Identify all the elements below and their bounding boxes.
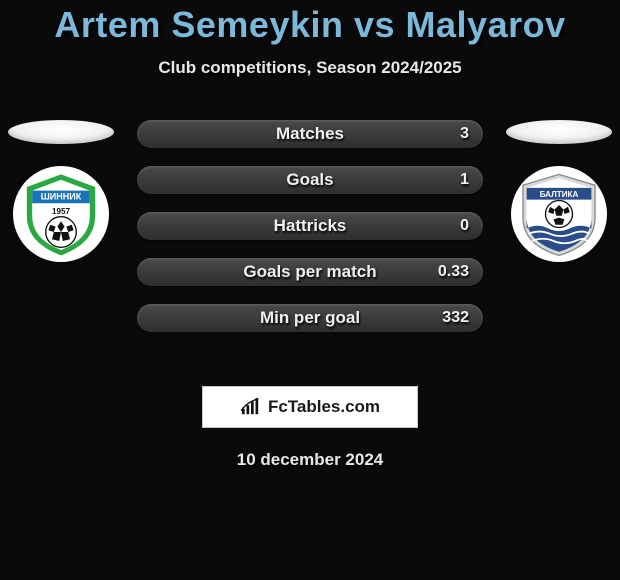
page-title: Artem Semeykin vs Malyarov — [0, 4, 620, 46]
player-left-photo-placeholder — [8, 120, 114, 144]
player-right-slot: БАЛТИКА — [504, 120, 614, 262]
baltika-badge-icon: БАЛТИКА — [514, 169, 604, 259]
watermark-text: FcTables.com — [268, 397, 380, 417]
club-badge-left: ШИННИК 1957 — [13, 166, 109, 262]
stat-label: Min per goal — [260, 308, 360, 328]
stat-right-value: 0.33 — [438, 263, 469, 281]
stat-row-goals: Goals 1 — [137, 166, 483, 194]
stat-row-matches: Matches 3 — [137, 120, 483, 148]
footer-date: 10 december 2024 — [0, 450, 620, 470]
stat-label: Goals — [286, 170, 333, 190]
bar-chart-icon — [240, 398, 262, 416]
stat-label: Hattricks — [274, 216, 347, 236]
stat-row-min-per-goal: Min per goal 332 — [137, 304, 483, 332]
club-badge-right: БАЛТИКА — [511, 166, 607, 262]
svg-text:1957: 1957 — [52, 207, 70, 216]
stat-row-goals-per-match: Goals per match 0.33 — [137, 258, 483, 286]
svg-text:БАЛТИКА: БАЛТИКА — [540, 190, 579, 199]
watermark-box: FcTables.com — [202, 386, 418, 428]
comparison-area: ШИННИК 1957 БАЛТИКА — [0, 120, 620, 360]
stat-label: Goals per match — [243, 262, 376, 282]
shinnik-badge-icon: ШИННИК 1957 — [16, 169, 106, 259]
svg-text:ШИННИК: ШИННИК — [41, 192, 82, 202]
stat-right-value: 332 — [442, 309, 469, 327]
stat-row-hattricks: Hattricks 0 — [137, 212, 483, 240]
subtitle: Club competitions, Season 2024/2025 — [0, 58, 620, 78]
player-left-slot: ШИННИК 1957 — [6, 120, 116, 262]
player-right-photo-placeholder — [506, 120, 612, 144]
stats-list: Matches 3 Goals 1 Hattricks 0 Goals per … — [137, 120, 483, 332]
stat-label: Matches — [276, 124, 344, 144]
stat-right-value: 3 — [460, 125, 469, 143]
stat-right-value: 1 — [460, 171, 469, 189]
infographic-container: Artem Semeykin vs Malyarov Club competit… — [0, 0, 620, 470]
stat-right-value: 0 — [460, 217, 469, 235]
